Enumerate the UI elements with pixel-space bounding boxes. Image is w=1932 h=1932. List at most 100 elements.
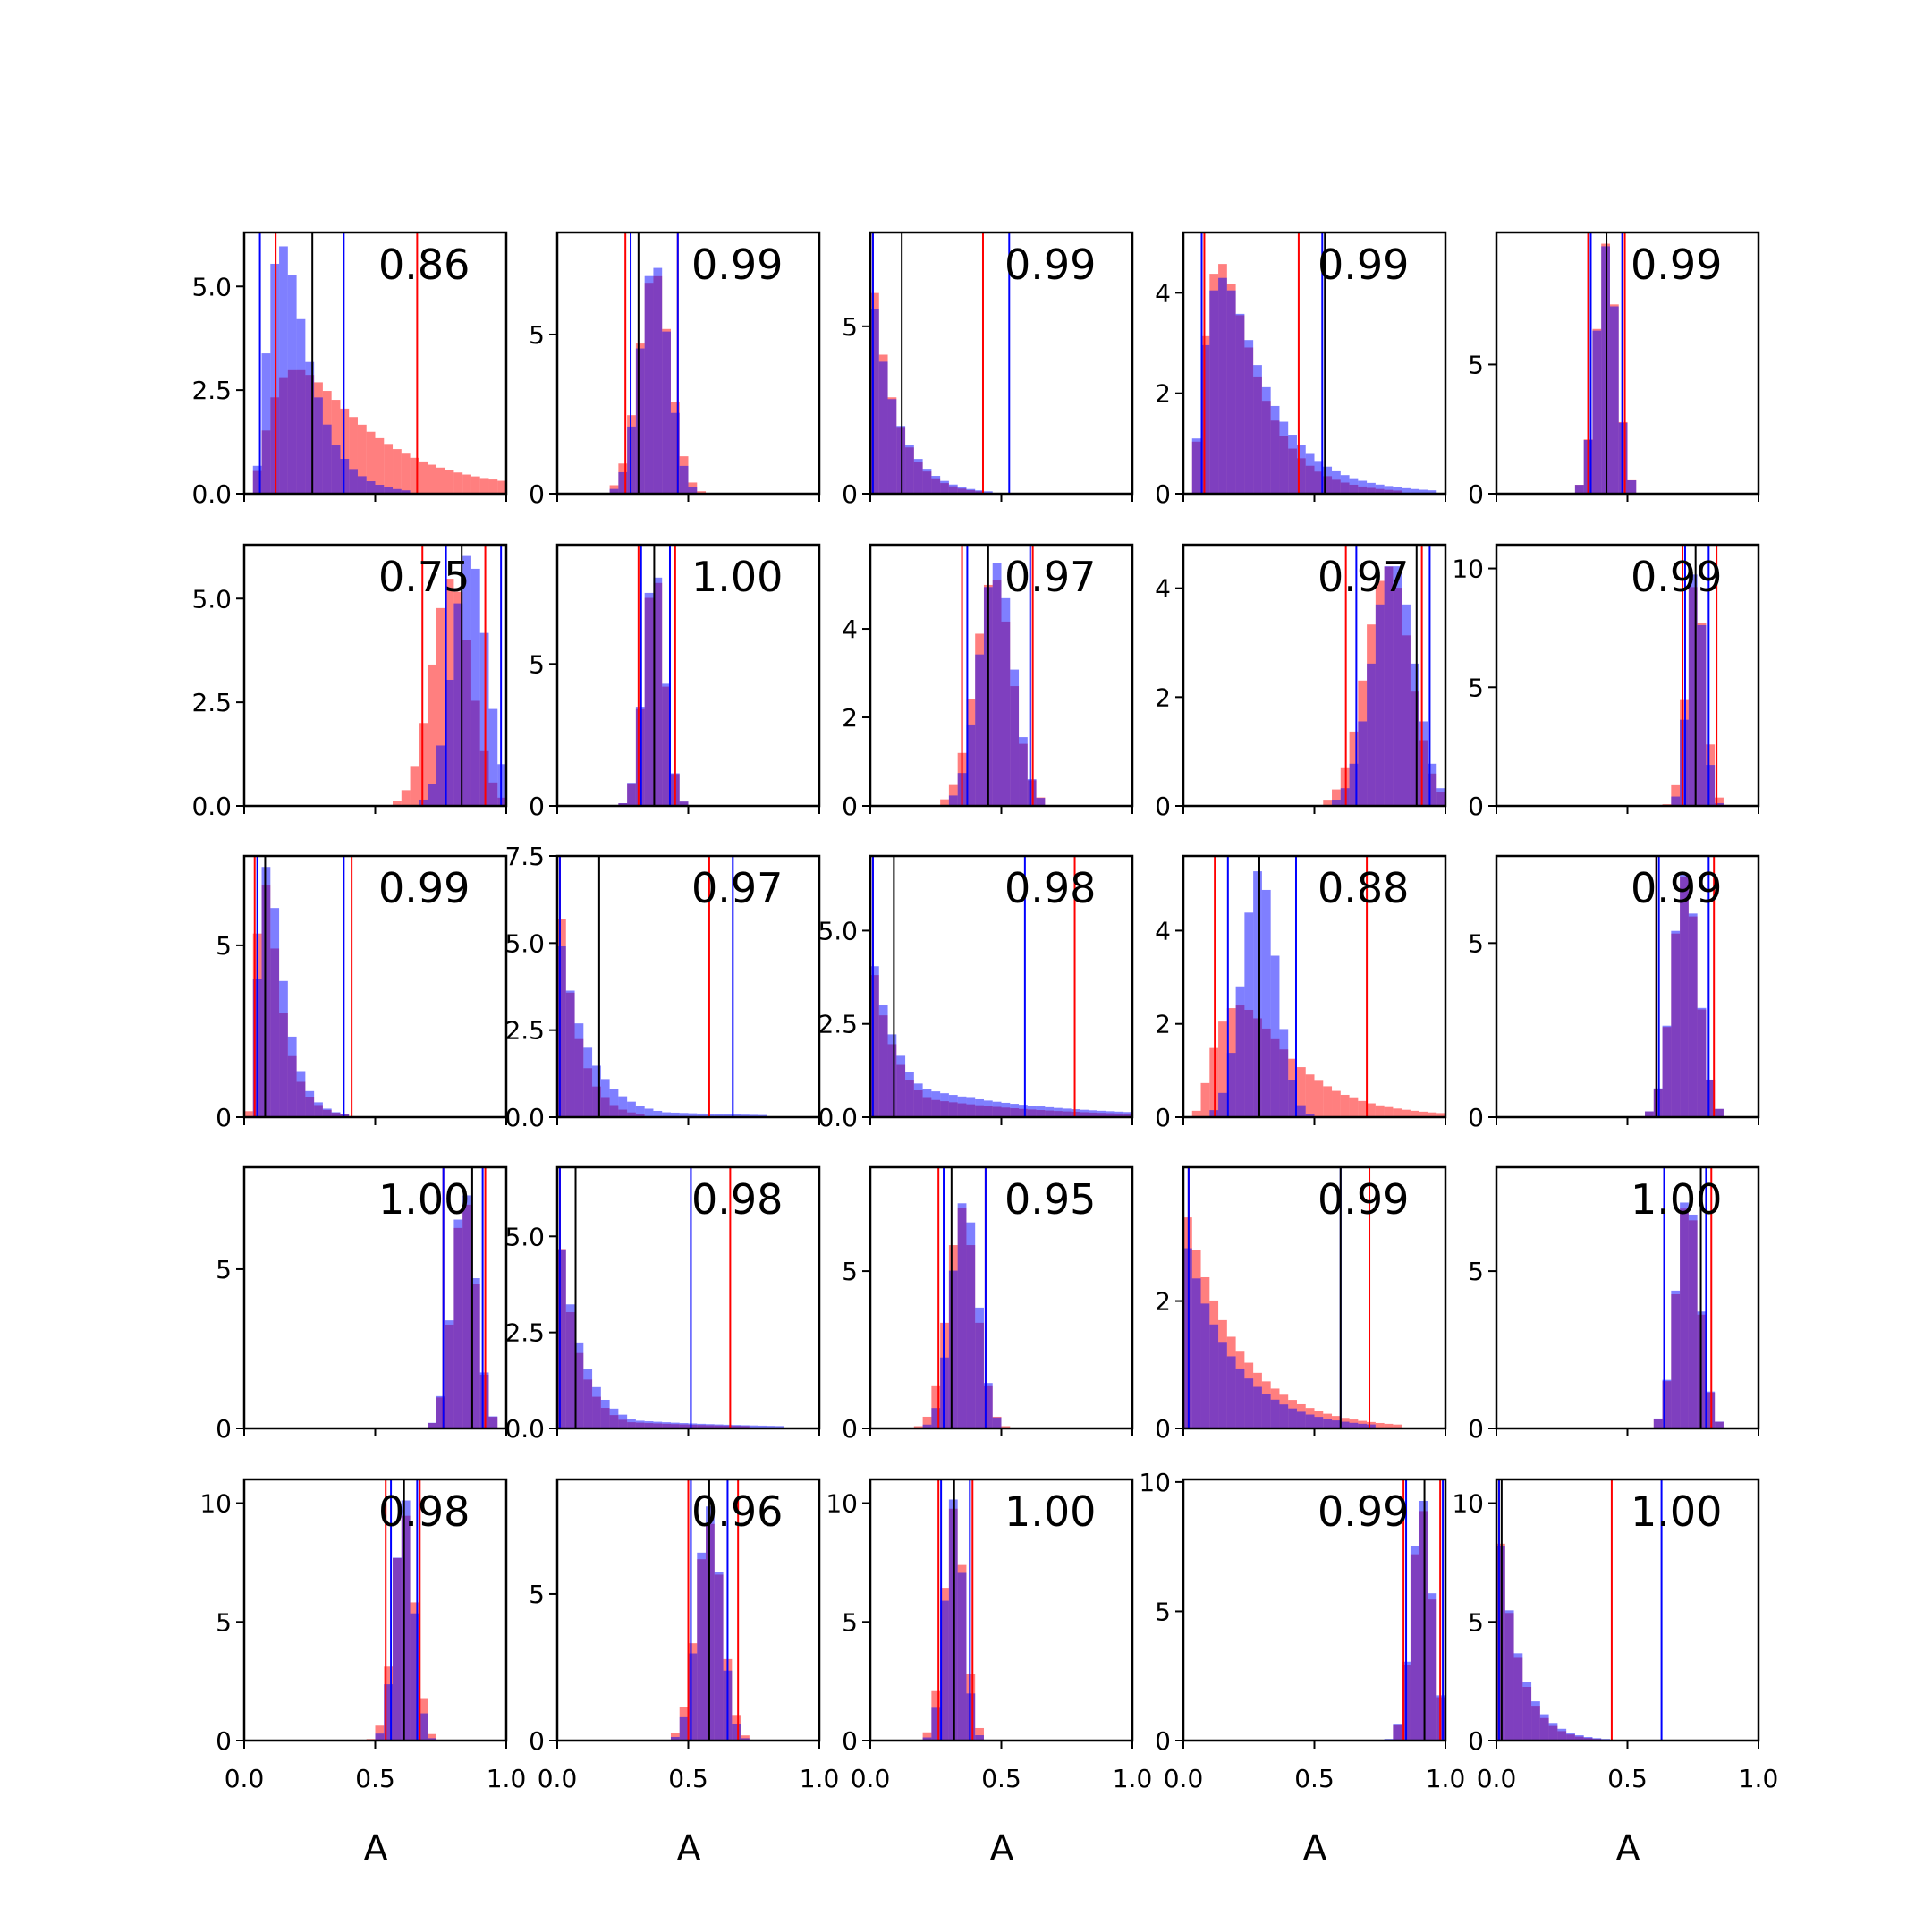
panel-r5-c2: 0 5 0.0 0.5 1.0 0.96 (529, 1478, 839, 1793)
histogram-bar-red (1218, 1021, 1227, 1117)
histogram-bar-blue (1305, 453, 1315, 494)
histogram-bar-blue (905, 445, 914, 494)
histogram-bar-blue (948, 1095, 958, 1117)
y-tick-label: 5 (1468, 350, 1484, 379)
histogram-bar-red (931, 1385, 941, 1428)
histogram-bar-blue (592, 1386, 601, 1428)
histogram-bar-blue (488, 1416, 498, 1428)
histogram-bar-blue (741, 1738, 750, 1741)
histogram-bar-blue (557, 1249, 566, 1428)
histogram-bar-blue (1235, 986, 1245, 1117)
histogram-bar-blue (1375, 484, 1385, 494)
histogram-bar-blue (1375, 604, 1385, 806)
panel-r3-c4: 0 2 4 0.88 (1155, 854, 1447, 1132)
histogram-bar-blue (697, 1552, 707, 1741)
histogram-bar-red (453, 472, 463, 494)
y-tick-label: 10 (826, 1489, 858, 1519)
histogram-bar-red (244, 1111, 253, 1117)
y-tick-label: 4 (842, 614, 858, 644)
histogram-bar-blue (775, 1426, 784, 1428)
histogram-bar-blue (749, 1114, 758, 1117)
y-tick-label: 2 (1155, 1287, 1171, 1317)
correlation-label: 0.97 (1318, 553, 1409, 601)
histogram-bar-blue (870, 966, 879, 1117)
y-tick-label: 2.5 (504, 1016, 545, 1046)
y-tick-label: 0 (529, 792, 545, 821)
y-tick-label: 5 (216, 1255, 232, 1284)
histogram-bar-blue (1428, 490, 1437, 494)
histogram-bar-blue (992, 563, 1002, 806)
panel-r4-c3: 050.95 (842, 1165, 1134, 1444)
histogram-bar-blue (670, 1112, 680, 1117)
correlation-label: 0.98 (1004, 864, 1096, 912)
histogram-bar-blue (1226, 1356, 1236, 1428)
histogram-bar-blue (940, 1600, 949, 1741)
panel-r1-c5: 050.99 (1468, 231, 1760, 509)
x-axis-labels-group: A A A A A (363, 1828, 1640, 1869)
histogram-bar-blue (1393, 487, 1402, 494)
histogram-bar-blue (922, 1424, 932, 1428)
histogram-bar-blue (1296, 1411, 1306, 1428)
panel-r5-c1: 0 5 10 0.0 0.5 1.0 0.98 (199, 1478, 526, 1793)
y-tick-label: 5 (842, 1607, 858, 1637)
histogram-bar-blue (401, 490, 411, 494)
histogram-bar-blue (922, 1737, 932, 1741)
histogram-bar-blue (662, 1112, 671, 1117)
histogram-bar-blue (1209, 290, 1219, 494)
histogram-bar-blue (1036, 1106, 1046, 1117)
histogram-bar-blue (913, 1083, 923, 1117)
histogram-bar-blue (419, 1713, 428, 1741)
y-tick-label: 10 (199, 1489, 232, 1519)
y-tick-label: 0 (842, 1414, 858, 1444)
x-tick-label: 1.0 (1426, 1764, 1466, 1793)
histogram-bar-blue (679, 1113, 689, 1117)
histogram-bar-blue (583, 1368, 593, 1428)
histogram-bar-blue (931, 1091, 941, 1117)
histogram-bar-blue (1001, 1102, 1011, 1117)
histogram-bar-blue (445, 679, 454, 806)
histogram-bar-blue (1244, 1378, 1254, 1428)
panels-group: 0.02.55.0 0.86050.99050.990240.99050.990.… (191, 231, 1778, 1793)
histogram-bar-blue (445, 1320, 454, 1428)
histogram-bar-blue (1349, 763, 1359, 806)
y-tick-label: 5 (216, 931, 232, 961)
y-tick-label: 0 (1155, 1414, 1171, 1444)
histogram-bar-blue (331, 445, 341, 494)
histogram-bar-blue (1539, 1714, 1549, 1741)
correlation-label: 0.75 (378, 553, 470, 601)
histogram-bar-blue (940, 1093, 949, 1117)
panel-r2-c3: 0 2 4 0.97 (842, 543, 1134, 821)
x-tick-label: 0.0 (1477, 1764, 1517, 1793)
histogram-bar-blue (1697, 1007, 1707, 1117)
histogram-bar-blue (1715, 802, 1724, 806)
y-tick-label: 4 (1155, 574, 1171, 604)
histogram-bar-blue (1522, 1682, 1532, 1741)
histogram-bar-blue (948, 795, 958, 806)
correlation-label: 0.97 (691, 864, 783, 912)
y-tick-label: 0 (529, 1726, 545, 1756)
histogram-bar-blue (1261, 1394, 1271, 1428)
histogram-bar-blue (366, 481, 376, 494)
histogram-bar-blue (1428, 763, 1437, 806)
histogram-bar-blue (1557, 1728, 1567, 1741)
histogram-bar-blue (1226, 290, 1236, 494)
histogram-bar-blue (1019, 1105, 1028, 1117)
correlation-label: 0.95 (1004, 1175, 1096, 1224)
histogram-bar-blue (574, 1342, 584, 1428)
panel-r3-c3: 0.0 2.5 5.0 0.98 (818, 854, 1134, 1132)
y-tick-label: 5.0 (504, 928, 545, 958)
histogram-bar-red (1715, 797, 1724, 806)
histogram-bar-blue (296, 1071, 306, 1117)
histogram-bar-blue (975, 1307, 984, 1428)
histogram-bar-blue (1393, 566, 1402, 806)
histogram-bar-blue (574, 1023, 584, 1117)
histogram-bar-red (479, 478, 489, 494)
histogram-bar-blue (1270, 405, 1280, 494)
histogram-bar-blue (1592, 330, 1602, 494)
histogram-bar-red (401, 453, 411, 494)
histogram-bar-blue (270, 908, 280, 1117)
histogram-bar-red (1367, 1103, 1376, 1117)
histogram-bar-blue (296, 318, 306, 494)
histogram-bar-blue (1218, 277, 1227, 494)
histogram-bar-blue (305, 1090, 315, 1117)
